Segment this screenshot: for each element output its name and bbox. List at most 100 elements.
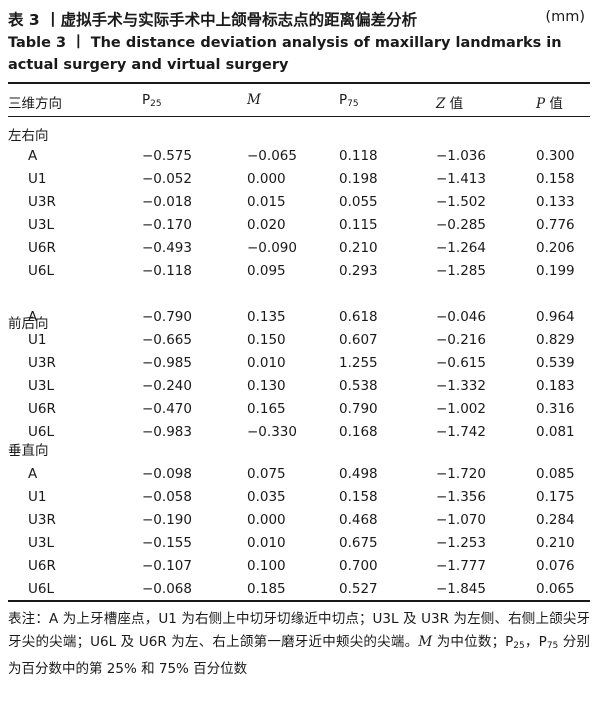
cell-m: 0.000 xyxy=(247,512,286,528)
cell-z: −1.502 xyxy=(436,194,486,210)
cell-p75: 0.607 xyxy=(339,332,378,348)
cell-p: 0.284 xyxy=(536,512,575,528)
cell-p25: −0.018 xyxy=(142,194,192,210)
cell-m: 0.135 xyxy=(247,309,286,325)
cell-m: 0.010 xyxy=(247,355,286,371)
cell-p25: −0.170 xyxy=(142,217,192,233)
cell-point: U3L xyxy=(28,378,54,394)
cell-m: 0.010 xyxy=(247,535,286,551)
header-z: Z 值 xyxy=(436,92,463,112)
cell-m: 0.185 xyxy=(247,581,286,597)
cell-p: 0.964 xyxy=(536,309,575,325)
cell-m: 0.130 xyxy=(247,378,286,394)
cell-p: 0.776 xyxy=(536,217,575,233)
note-median-symbol: M xyxy=(418,634,433,650)
cell-point: U1 xyxy=(28,171,47,187)
cell-p75: 0.158 xyxy=(339,489,378,505)
cell-point: U6L xyxy=(28,581,54,597)
cell-p75: 0.527 xyxy=(339,581,378,597)
cell-p25: −0.107 xyxy=(142,558,192,574)
note-sub-25: 25 xyxy=(513,641,525,651)
cell-p75: 0.210 xyxy=(339,240,378,256)
cell-point: U1 xyxy=(28,332,47,348)
cell-point: U6L xyxy=(28,263,54,279)
cell-p25: −0.052 xyxy=(142,171,192,187)
cell-m: 0.100 xyxy=(247,558,286,574)
cell-p: 0.175 xyxy=(536,489,575,505)
cell-p: 0.065 xyxy=(536,581,575,597)
cell-p75: 0.293 xyxy=(339,263,378,279)
cell-z: −1.253 xyxy=(436,535,486,551)
header-p75: P75 xyxy=(339,92,359,109)
note-text-4: 分别为百分数中的第 25% 和 75% 百分位数 xyxy=(8,634,591,677)
cell-z: −1.777 xyxy=(436,558,486,574)
cell-p: 0.199 xyxy=(536,263,575,279)
cell-m: −0.330 xyxy=(247,424,297,440)
cell-p75: 1.255 xyxy=(339,355,378,371)
cell-p25: −0.240 xyxy=(142,378,192,394)
cell-p75: 0.498 xyxy=(339,466,378,482)
top-rule xyxy=(8,82,590,84)
header-median: M xyxy=(247,92,261,108)
header-p25-sub: 25 xyxy=(150,99,162,109)
cell-point: U3L xyxy=(28,217,54,233)
cell-point: U3R xyxy=(28,512,56,528)
table-note: 表注：A 为上牙槽座点，U1 为右侧上中切牙切缘近中切点；U3L 及 U3R 为… xyxy=(8,608,590,681)
cell-m: 0.000 xyxy=(247,171,286,187)
cell-p25: −0.790 xyxy=(142,309,192,325)
cell-p25: −0.665 xyxy=(142,332,192,348)
cell-p75: 0.168 xyxy=(339,424,378,440)
cell-p: 0.158 xyxy=(536,171,575,187)
cell-p: 0.539 xyxy=(536,355,575,371)
cell-p: 0.829 xyxy=(536,332,575,348)
cell-p25: −0.098 xyxy=(142,466,192,482)
cell-m: 0.165 xyxy=(247,401,286,417)
cell-z: −1.413 xyxy=(436,171,486,187)
cell-point: A xyxy=(28,466,38,482)
cell-p75: 0.538 xyxy=(339,378,378,394)
header-p75-sub: 75 xyxy=(347,99,359,109)
header-direction: 三维方向 xyxy=(8,96,62,112)
cell-m: 0.035 xyxy=(247,489,286,505)
header-p: P 值 xyxy=(536,92,563,112)
cell-z: −1.332 xyxy=(436,378,486,394)
header-z-suffix: 值 xyxy=(445,96,464,112)
cell-p75: 0.198 xyxy=(339,171,378,187)
cell-m: 0.075 xyxy=(247,466,286,482)
cell-p: 0.183 xyxy=(536,378,575,394)
header-p-suffix: 值 xyxy=(545,96,563,112)
cell-p: 0.316 xyxy=(536,401,575,417)
cell-p25: −0.190 xyxy=(142,512,192,528)
header-rule xyxy=(8,116,590,117)
cell-p25: −0.985 xyxy=(142,355,192,371)
note-text-2: 为中位数；P xyxy=(432,634,514,650)
cell-z: −1.264 xyxy=(436,240,486,256)
cell-p: 0.133 xyxy=(536,194,575,210)
cell-p: 0.081 xyxy=(536,424,575,440)
cell-z: −0.615 xyxy=(436,355,486,371)
cell-p75: 0.055 xyxy=(339,194,378,210)
cell-p75: 0.118 xyxy=(339,148,378,164)
cell-p75: 0.700 xyxy=(339,558,378,574)
cell-z: −1.845 xyxy=(436,581,486,597)
cell-point: U6R xyxy=(28,401,56,417)
bottom-rule xyxy=(8,600,590,602)
header-p25: P25 xyxy=(142,92,162,109)
cell-p25: −0.470 xyxy=(142,401,192,417)
cell-z: −1.720 xyxy=(436,466,486,482)
header-median-label: M xyxy=(247,92,261,108)
cell-point: U3R xyxy=(28,355,56,371)
table-title-english: Table 3 丨 The distance deviation analysi… xyxy=(8,35,562,73)
cell-point: A xyxy=(28,148,38,164)
header-p75-base: P xyxy=(339,92,348,108)
note-text-3: ，P xyxy=(524,634,547,650)
cell-point: U3L xyxy=(28,535,54,551)
cell-m: −0.090 xyxy=(247,240,297,256)
cell-z: −1.742 xyxy=(436,424,486,440)
cell-p75: 0.790 xyxy=(339,401,378,417)
cell-p25: −0.575 xyxy=(142,148,192,164)
cell-p: 0.085 xyxy=(536,466,575,482)
cell-m: 0.095 xyxy=(247,263,286,279)
cell-z: −1.002 xyxy=(436,401,486,417)
cell-z: −0.216 xyxy=(436,332,486,348)
